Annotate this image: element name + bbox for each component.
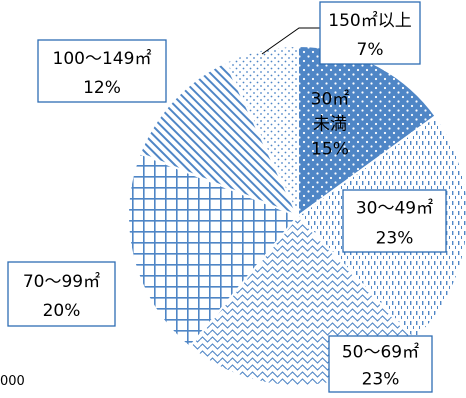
footnote: 000	[0, 374, 25, 389]
leader-line	[261, 27, 320, 55]
slice-label: 150㎡以上 7%	[319, 1, 421, 65]
slice-category-label: 未満	[313, 114, 347, 134]
slice-percent-label: 20%	[43, 301, 81, 321]
label-box	[37, 39, 167, 103]
slice-percent-label: 23%	[362, 369, 400, 389]
label-box	[319, 1, 421, 65]
slice-percent-label: 23%	[376, 229, 414, 249]
label-box	[342, 189, 447, 253]
slice-percent-label: 15%	[311, 139, 349, 159]
pie-slice	[127, 152, 300, 349]
label-box	[328, 335, 433, 393]
slice-label: 30〜49㎡ 23%	[342, 189, 447, 253]
slice-category-label: 100〜149㎡	[53, 49, 152, 69]
slice-category-label: 70〜99㎡	[23, 272, 100, 292]
label-box	[7, 261, 116, 327]
pie-slice	[224, 44, 299, 217]
slice-category-label: 50〜69㎡	[342, 342, 419, 362]
slice-category-label: 150㎡以上	[328, 11, 411, 31]
slice-label: 100〜149㎡ 12%	[37, 39, 167, 103]
slice-category-label: 30㎡	[311, 89, 350, 109]
leader-lines	[261, 27, 320, 55]
slice-label: 70〜99㎡ 20%	[7, 261, 116, 327]
slice-percent-label: 12%	[83, 78, 121, 98]
pie-slice	[138, 60, 300, 218]
slice-label: 50〜69㎡ 23%	[328, 335, 433, 393]
slice-category-label: 30〜49㎡	[356, 199, 433, 219]
slice-percent-label: 7%	[357, 40, 384, 60]
